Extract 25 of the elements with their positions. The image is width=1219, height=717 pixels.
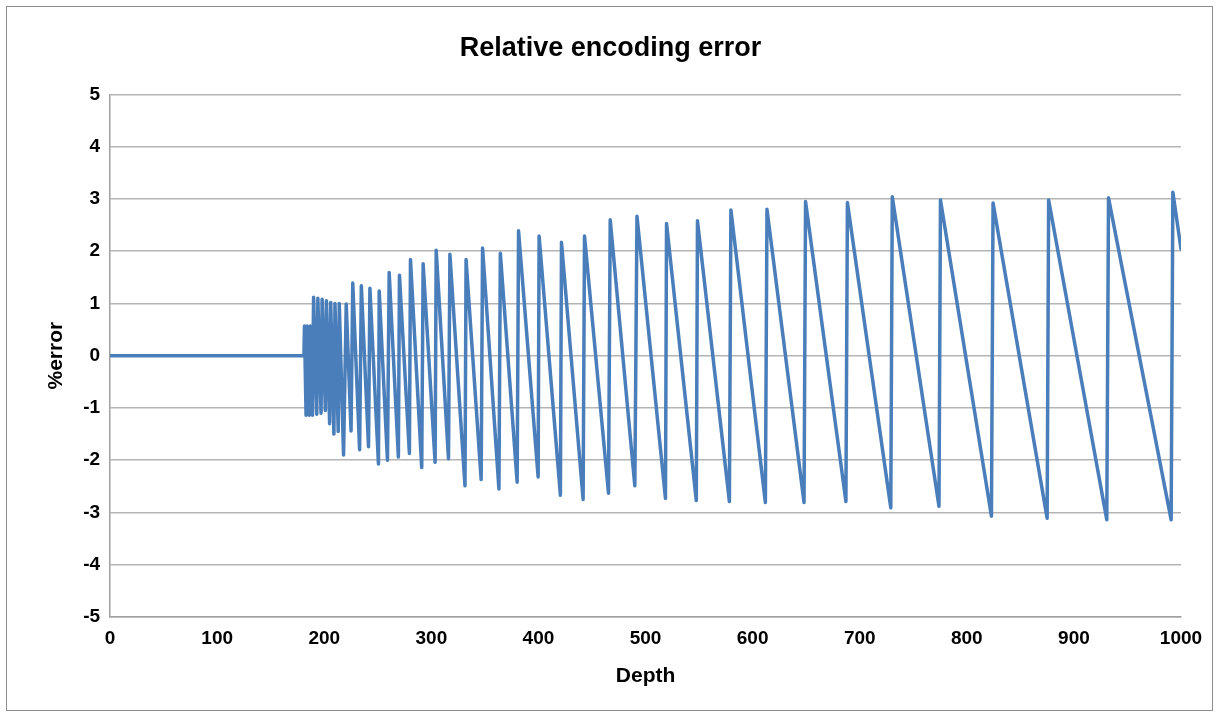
y-tick-label: -5: [83, 605, 101, 627]
chart-title: Relative encoding error: [459, 31, 762, 62]
y-tick-label: 3: [89, 187, 101, 209]
x-tick-label: 700: [843, 626, 876, 648]
y-tick-label: 4: [89, 134, 101, 156]
x-tick-label: 600: [736, 626, 769, 648]
x-tick-label: 400: [522, 626, 555, 648]
y-axis-title: %error: [43, 321, 67, 390]
x-tick-label: 800: [950, 626, 983, 648]
y-tick-label: 5: [89, 82, 101, 104]
x-tick-label: 0: [104, 626, 116, 648]
y-tick-label: -3: [83, 500, 101, 522]
y-tick-label: 0: [89, 343, 101, 365]
x-tick-label: 100: [201, 626, 234, 648]
y-tick-label: -4: [83, 552, 101, 574]
x-tick-label: 500: [629, 626, 662, 648]
x-tick-label: 900: [1058, 626, 1090, 648]
y-tick-label: 1: [89, 291, 101, 313]
y-tick-label: 2: [89, 239, 101, 261]
x-tick-label: 300: [415, 626, 448, 648]
y-tick-label: -1: [83, 396, 101, 418]
x-tick-label: 200: [308, 626, 341, 648]
x-tick-label: 1000: [1159, 626, 1203, 648]
x-axis-title: Depth: [615, 663, 676, 687]
y-tick-label: -2: [83, 448, 101, 470]
